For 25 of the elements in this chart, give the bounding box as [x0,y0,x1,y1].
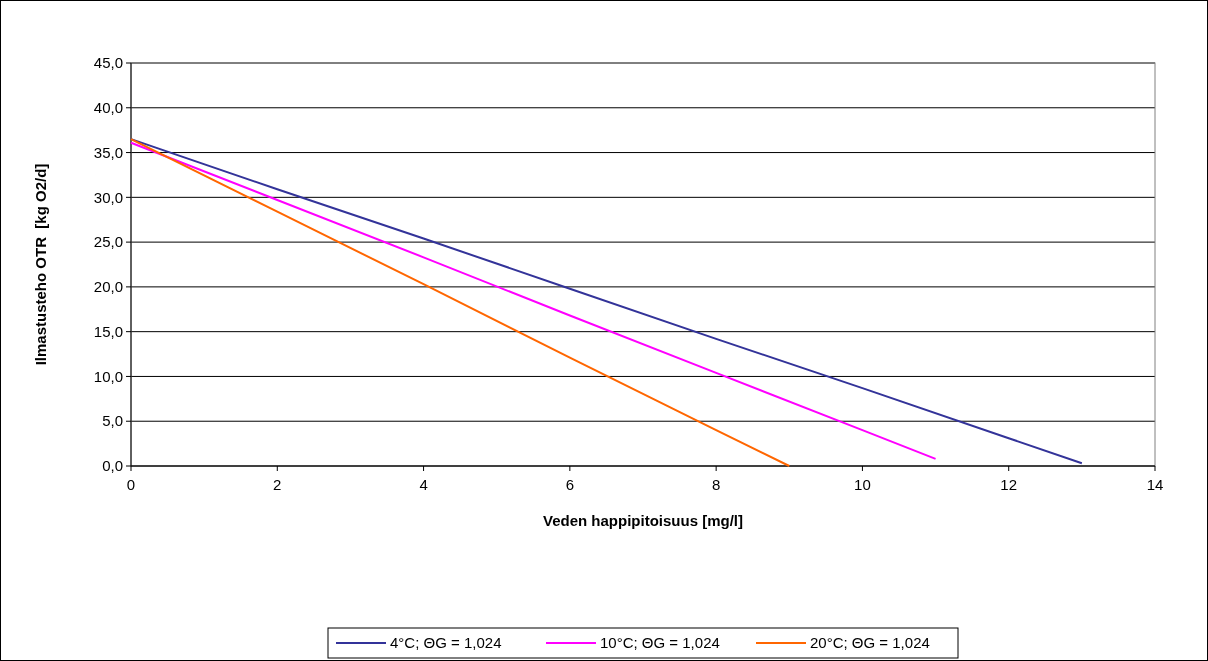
x-tick-label: 0 [126,476,136,493]
x-tick-label: 2 [273,476,282,493]
y-tick-label: 20,0 [93,278,123,296]
y-axis-title: Ilmastusteho OTR [kg O2/d] [32,163,49,366]
x-tick-label: 4 [419,476,428,493]
legend-label: 20°C; ΘG = 1,024 [810,634,930,652]
y-tick-label: 5,0 [102,412,123,430]
x-tick-label: 12 [1000,476,1018,493]
x-axis-title: Veden happipitoisuus [mg/l] [542,512,744,529]
x-tick-label: 14 [1146,476,1164,493]
line-series [130,141,937,460]
y-tick-label: 10,0 [93,367,123,385]
legend-label: 10°C; ΘG = 1,024 [600,634,720,652]
y-tick-label: 45,0 [93,54,123,72]
legend-label: 4°C; ΘG = 1,024 [390,634,502,652]
y-tick-label: 15,0 [93,322,123,340]
x-tick-label: 6 [565,476,575,493]
x-tick-label: 8 [711,476,721,493]
y-tick-label: 25,0 [93,233,123,251]
y-tick-label: 0,0 [102,457,123,475]
line-series [130,138,791,467]
y-tick-label: 40,0 [93,99,123,117]
y-tick-label: 35,0 [93,143,123,161]
y-tick-label: 30,0 [93,188,123,206]
x-tick-label: 10 [854,476,871,493]
